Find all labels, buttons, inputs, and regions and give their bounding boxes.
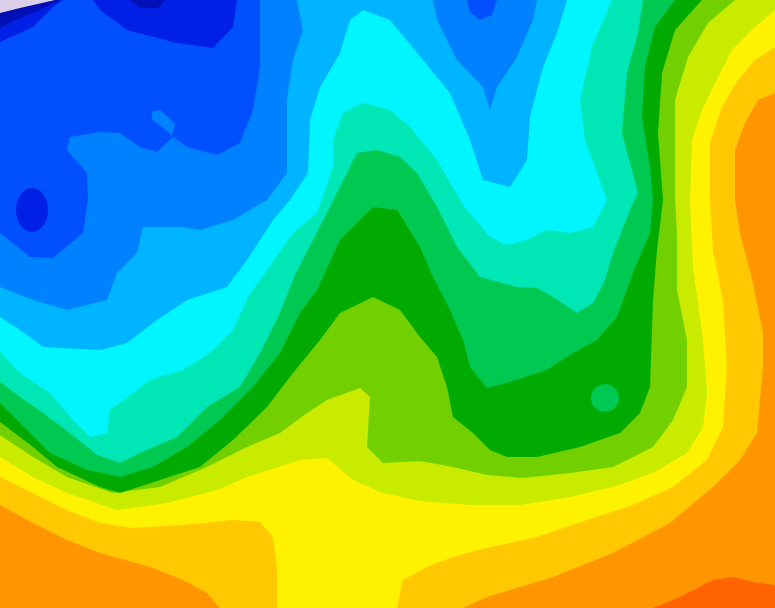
band-deep-blue-top bbox=[93, 0, 237, 48]
band-deep-blue-blob bbox=[16, 188, 48, 232]
band-medium-green-blob bbox=[591, 384, 619, 412]
band-medium-blue-pocket bbox=[433, 0, 537, 110]
band-navy-top bbox=[130, 0, 165, 8]
band-red-orange bbox=[653, 577, 775, 608]
band-blue-pocket bbox=[467, 0, 497, 20]
band-blue bbox=[0, 0, 260, 258]
band-lavender-corner bbox=[0, 0, 55, 13]
band-medium-blue-islet bbox=[152, 110, 175, 136]
